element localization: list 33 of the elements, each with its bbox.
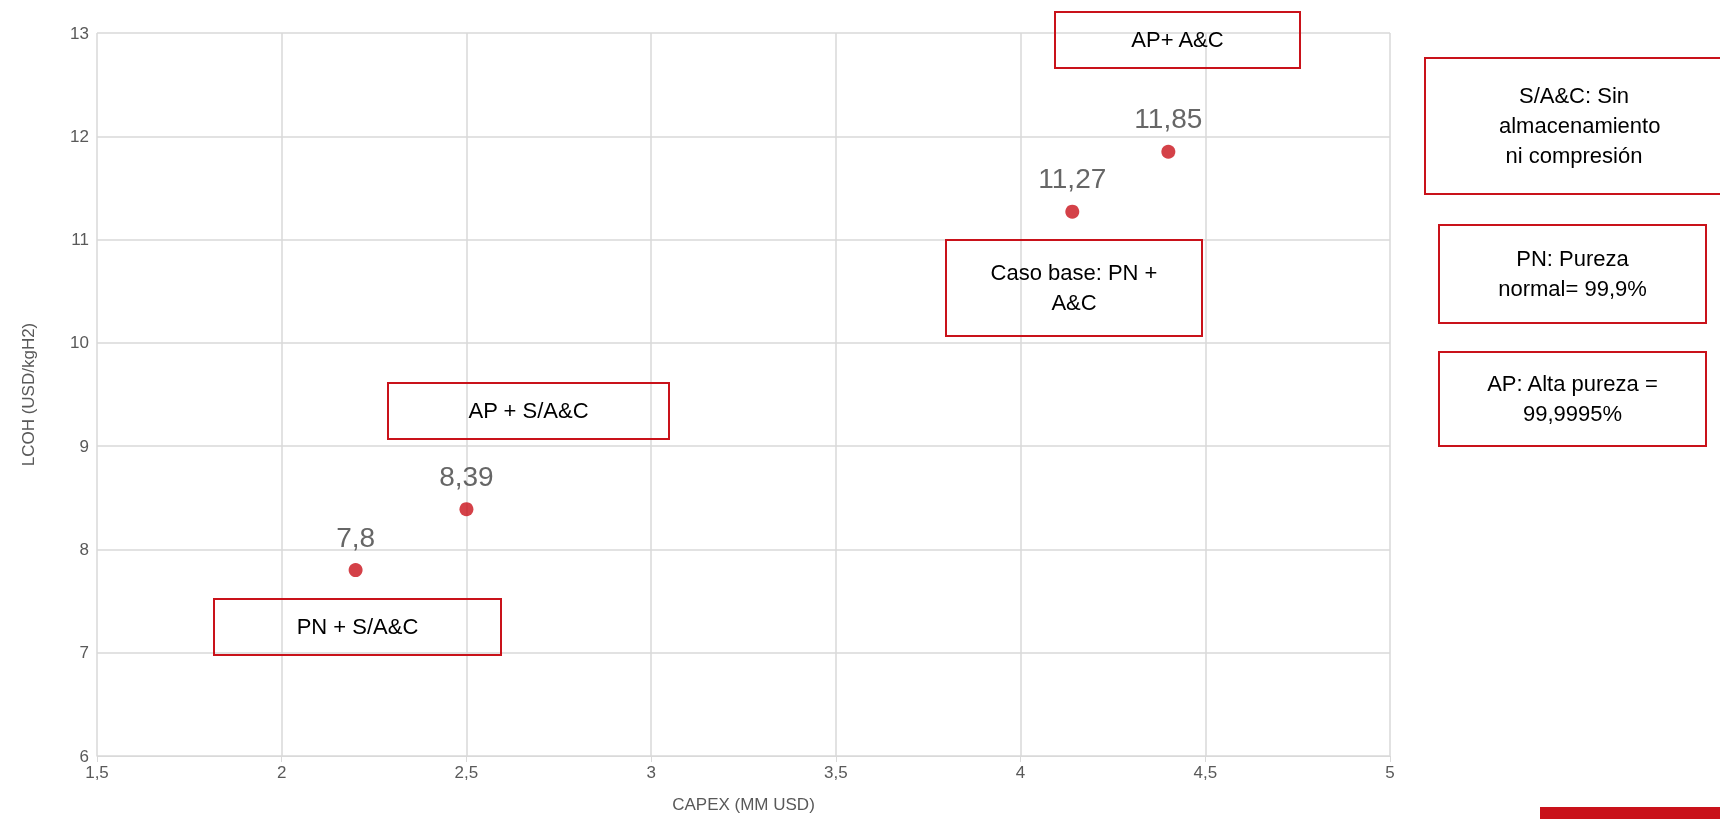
annotation: AP+ A&C — [1131, 26, 1224, 54]
annotation: AP + S/A&C — [468, 397, 589, 425]
annotation: PN + S/A&C — [296, 613, 419, 641]
x-axis-title: CAPEX (MM USD) — [672, 795, 815, 814]
x-tick-label: 1,5 — [85, 763, 109, 782]
x-tick-label: 5 — [1385, 763, 1395, 782]
x-tick-label: 2 — [276, 763, 287, 782]
point — [1065, 204, 1080, 219]
y-axis-title: LCOH (USD/kgH2) — [19, 322, 38, 467]
data-label: 8,39 — [439, 460, 494, 492]
x-tick-label: 2,5 — [454, 763, 479, 782]
point — [348, 563, 363, 578]
y-tick-label: 12 — [70, 126, 89, 146]
text: S/A&C: Sin almacenamiento ni compresión — [1499, 82, 1661, 170]
y-tick-label: 11 — [71, 230, 89, 250]
x-tick-label: 3,5 — [824, 763, 848, 782]
text: AP: Alta pureza = 99,9995% — [1486, 370, 1659, 428]
y-tick-label: 13 — [70, 23, 89, 43]
y-tick-label: 7 — [79, 643, 89, 663]
y-tick-label: 8 — [79, 539, 89, 559]
text: PN: Pureza normal= 99,9% — [1497, 245, 1648, 303]
x-tick-label: 4 — [1015, 763, 1026, 782]
y-tick-label: 6 — [79, 746, 89, 766]
data-label: 11,85 — [1134, 103, 1203, 135]
annotation: Caso base: PN + A&C — [989, 259, 1159, 317]
data-label: 7,8 — [336, 521, 376, 553]
x-tick-label: 4,5 — [1193, 763, 1218, 782]
point — [459, 502, 474, 517]
y-tick-label: 9 — [79, 436, 89, 456]
point — [1161, 144, 1176, 159]
y-tick-label: 10 — [70, 333, 89, 353]
data-label: 11,27 — [1038, 163, 1107, 195]
x-tick-label: 3 — [646, 763, 656, 782]
